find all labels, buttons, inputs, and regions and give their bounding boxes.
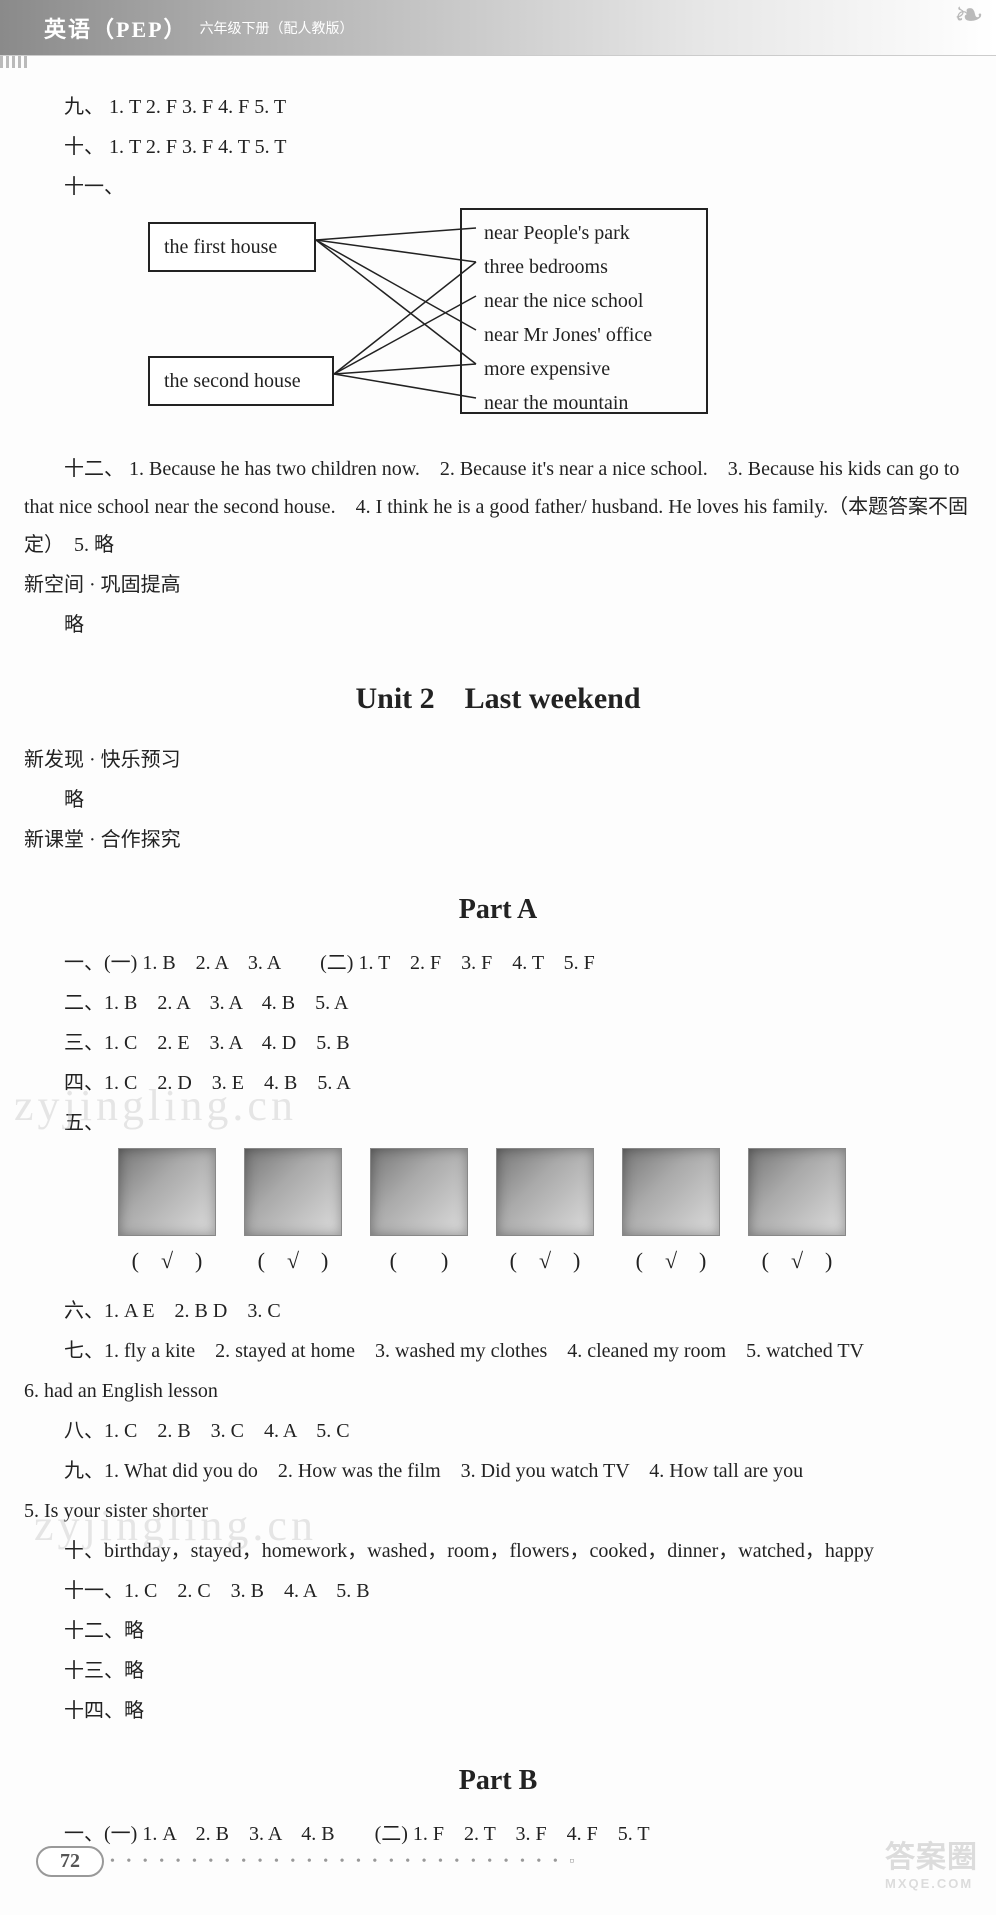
unit-title: Unit 2 Last weekend xyxy=(24,670,972,727)
match-right-label: more expensive xyxy=(484,350,610,388)
thumb-6 xyxy=(748,1148,846,1236)
corner-logo-small: MXQE.COM xyxy=(885,1876,978,1891)
pa-3: 三、1. C 2. E 3. A 4. D 5. B xyxy=(24,1024,972,1062)
section-12-text: 1. Because he has two children now. 2. B… xyxy=(24,458,968,556)
leaf-icon: ❧ xyxy=(954,0,984,36)
header-title: 英语（PEP） xyxy=(44,12,188,44)
image-row xyxy=(118,1148,972,1236)
section-9-label: 九、 xyxy=(64,96,104,118)
answer-line-9: 九、 1. T 2. F 3. F 4. F 5. T xyxy=(24,88,972,126)
header-subtitle: 六年级下册（配人教版） xyxy=(200,18,354,38)
section-9-items: 1. T 2. F 3. F 4. F 5. T xyxy=(109,96,286,118)
matching-diagram: the first house the second house near Peop… xyxy=(124,208,844,440)
book-header: 英语（PEP） 六年级下册（配人教版） ❧ xyxy=(0,0,996,56)
section-10-items: 1. T 2. F 3. F 4. T 5. T xyxy=(109,136,286,158)
pa-9b: 5. Is your sister shorter xyxy=(24,1492,972,1530)
section-10-label: 十、 xyxy=(64,136,104,158)
pa-12: 十二、略 xyxy=(24,1612,972,1650)
body: 九、 1. T 2. F 3. F 4. F 5. T 十、 1. T 2. F… xyxy=(0,56,996,1853)
thumb-5 xyxy=(622,1148,720,1236)
match-right-label: near People's park xyxy=(484,214,630,252)
thumb-1 xyxy=(118,1148,216,1236)
section-12-label: 十二、 xyxy=(64,458,124,480)
match-right-label: near the nice school xyxy=(484,282,643,320)
pa-7b: 6. had an English lesson xyxy=(24,1372,972,1410)
corner-logo-big: 答案圈 xyxy=(885,1841,978,1874)
answer-line-11-label: 十一、 xyxy=(24,168,972,206)
corner-logo: 答案圈 MXQE.COM xyxy=(885,1832,978,1891)
pa-11: 十一、1. C 2. C 3. B 4. A 5. B xyxy=(24,1572,972,1610)
match-right-label: three bedrooms xyxy=(484,248,608,286)
section-11-label: 十一、 xyxy=(64,176,124,198)
pa-2: 二、1. B 2. A 3. A 4. B 5. A xyxy=(24,984,972,1022)
mark-3: ( ) xyxy=(370,1240,468,1282)
pa-4: 四、1. C 2. D 3. E 4. B 5. A xyxy=(24,1064,972,1102)
footer: 72 • • • • • • • • • • • • • • • • • • •… xyxy=(36,1846,578,1877)
pa-9a: 九、1. What did you do 2. How was the film… xyxy=(24,1452,972,1490)
pa-14: 十四、略 xyxy=(24,1692,972,1730)
pa-1: 一、(一) 1. B 2. A 3. A (二) 1. T 2. F 3. F … xyxy=(24,944,972,982)
mark-6: ( √ ) xyxy=(748,1240,846,1282)
thumb-2 xyxy=(244,1148,342,1236)
match-left-box: the second house xyxy=(148,356,334,406)
pa-8: 八、1. C 2. B 3. C 4. A 5. C xyxy=(24,1412,972,1450)
mark-4: ( √ ) xyxy=(496,1240,594,1282)
extra2-t3: 新课堂 · 合作探究 xyxy=(24,821,972,859)
answer-line-10: 十、 1. T 2. F 3. F 4. T 5. T xyxy=(24,128,972,166)
pa-6: 六、1. A E 2. B D 3. C xyxy=(24,1292,972,1330)
answer-line-12: 十二、 1. Because he has two children now. … xyxy=(24,450,972,564)
pa-10: 十、birthday，stayed，homework，washed，room，f… xyxy=(24,1532,972,1570)
part-b-title: Part B xyxy=(24,1754,972,1807)
extra1-title: 新空间 · 巩固提高 xyxy=(24,566,972,604)
match-right-label: near Mr Jones' office xyxy=(484,316,652,354)
footer-dots: • • • • • • • • • • • • • • • • • • • • … xyxy=(110,1854,578,1870)
mark-1: ( √ ) xyxy=(118,1240,216,1282)
mark-row: ( √ ) ( √ ) ( ) ( √ ) ( √ ) ( √ ) xyxy=(118,1240,972,1282)
extra2-t2: 略 xyxy=(24,781,972,819)
pa-7a: 七、1. fly a kite 2. stayed at home 3. was… xyxy=(24,1332,972,1370)
page: 英语（PEP） 六年级下册（配人教版） ❧ 九、 1. T 2. F 3. F … xyxy=(0,0,996,1915)
extra2-t1: 新发现 · 快乐预习 xyxy=(24,741,972,779)
pa-5: 五、 xyxy=(24,1104,972,1142)
extra1-body: 略 xyxy=(24,606,972,644)
thumb-4 xyxy=(496,1148,594,1236)
part-a-title: Part A xyxy=(24,883,972,936)
mark-2: ( √ ) xyxy=(244,1240,342,1282)
pa-13: 十三、略 xyxy=(24,1652,972,1690)
match-left-box: the first house xyxy=(148,222,316,272)
page-number-badge: 72 xyxy=(36,1846,104,1877)
mark-5: ( √ ) xyxy=(622,1240,720,1282)
match-right-label: near the mountain xyxy=(484,384,628,422)
thumb-3 xyxy=(370,1148,468,1236)
edge-decoration xyxy=(0,56,30,68)
